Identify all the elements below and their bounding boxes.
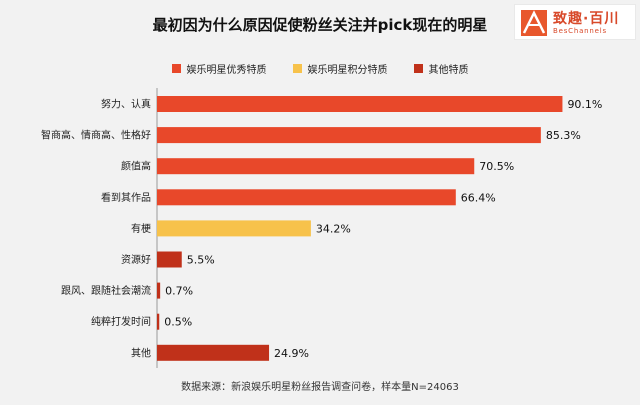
category-label: 智商高、情商高、性格好: [41, 129, 151, 142]
value-label: 24.9%: [274, 347, 309, 360]
bar: [157, 220, 311, 237]
legend-label: 其他特质: [428, 65, 469, 76]
legend-swatch: [292, 64, 302, 73]
value-label: 5.5%: [187, 254, 215, 267]
legend-swatch: [171, 64, 181, 73]
value-label: 0.5%: [164, 316, 192, 329]
legend-swatch: [413, 64, 423, 73]
bar: [157, 189, 456, 206]
bar: [157, 344, 270, 361]
category-label: 看到其作品: [101, 191, 151, 204]
legend-label: 娱乐明星优秀特质: [186, 65, 267, 76]
value-label: 85.3%: [546, 129, 581, 142]
bar-chart-svg: 努力、认真 90.1% 智商高、情商高、性格好 85.3% 颜值高 70.5% 看到其作品 6…: [41, 88, 602, 368]
legend-label: 娱乐明星积分特质: [307, 65, 388, 76]
legend-item-other: 其他特质: [413, 61, 469, 76]
logo-text-en: BesChannels: [553, 27, 607, 35]
category-label: 资源好: [121, 253, 151, 266]
logo-mark-icon: [521, 10, 547, 36]
brand-logo: 致趣·百川 BesChannels: [514, 4, 636, 40]
bar: [157, 313, 160, 330]
value-label: 70.5%: [479, 160, 514, 173]
chart-legend: 娱乐明星优秀特质 娱乐明星积分特质 其他特质: [0, 61, 640, 76]
bar: [157, 158, 475, 175]
value-label: 0.7%: [165, 285, 193, 298]
bar: [157, 96, 563, 112]
logo-text-cn: 致趣·百川: [553, 11, 620, 27]
bar-chart: 努力、认真 90.1% 智商高、情商高、性格好 85.3% 颜值高 70.5% 看到其作品 6…: [0, 88, 640, 368]
bar: [157, 127, 541, 144]
category-label: 颜值高: [121, 160, 151, 173]
data-source-note: 数据来源：新浪娱乐明星粉丝报告调查问卷，样本量N=24063: [181, 382, 459, 393]
value-label: 66.4%: [461, 191, 496, 204]
value-label: 34.2%: [316, 222, 351, 235]
category-label: 跟风、跟随社会潮流: [61, 284, 151, 297]
legend-item-excellent: 娱乐明星优秀特质: [171, 61, 267, 76]
category-label: 努力、认真: [101, 98, 151, 111]
legend-item-points: 娱乐明星积分特质: [292, 61, 388, 76]
category-label: 其他: [131, 346, 151, 359]
chart-title: 最初因为什么原因促使粉丝关注并pick现在的明星: [152, 16, 488, 34]
bar: [157, 282, 161, 299]
category-label: 有梗: [131, 222, 151, 235]
value-label: 90.1%: [567, 98, 602, 111]
bar: [157, 251, 182, 268]
category-label: 纯粹打发时间: [91, 315, 151, 328]
